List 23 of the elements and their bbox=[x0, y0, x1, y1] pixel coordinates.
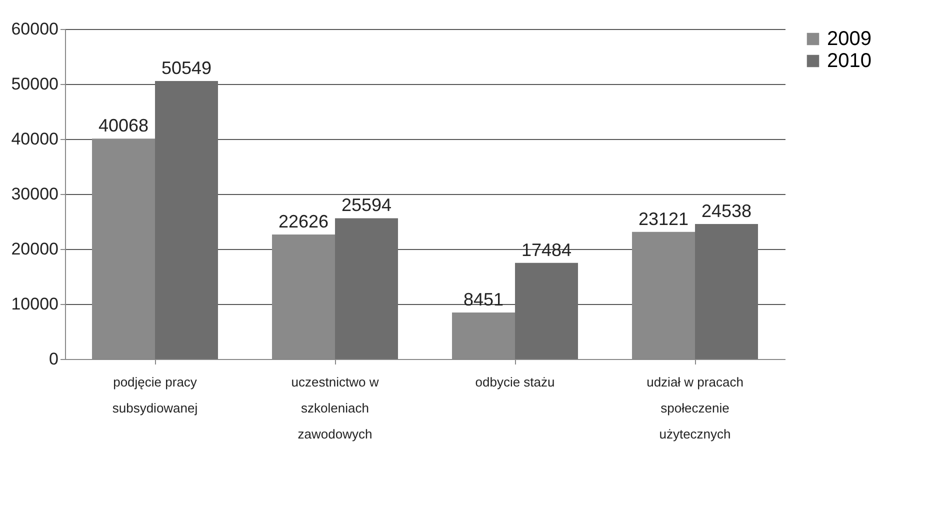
y-tick-label: 40000 bbox=[11, 130, 58, 148]
x-tick-label: udział w pracach społeczenie użytecznych bbox=[646, 374, 744, 442]
x-tick-label: uczestnictwo w szkoleniach zawodowych bbox=[291, 374, 380, 442]
bar bbox=[155, 80, 218, 359]
data-label: 40068 bbox=[98, 116, 149, 136]
y-tick-label: 10000 bbox=[11, 294, 58, 314]
bar bbox=[335, 218, 398, 359]
data-label: 24538 bbox=[701, 201, 752, 222]
data-label: 50549 bbox=[161, 58, 212, 78]
x-tick-label: podjęcie pracy subsydiowanej bbox=[112, 374, 198, 416]
y-tick-label: 30000 bbox=[11, 184, 58, 204]
data-label: 25594 bbox=[341, 195, 392, 216]
y-tick-label: 0 bbox=[49, 350, 58, 368]
data-label: 22626 bbox=[278, 212, 329, 232]
legend-label: 2009 bbox=[827, 28, 872, 50]
data-label: 23121 bbox=[638, 208, 689, 229]
y-tick-label: 50000 bbox=[11, 74, 58, 94]
bar bbox=[515, 262, 578, 359]
bar bbox=[695, 224, 758, 359]
y-tick-label: 60000 bbox=[11, 20, 58, 38]
y-tick-label: 20000 bbox=[11, 240, 58, 258]
x-tick-label: odbycie stażu bbox=[475, 374, 555, 390]
legend-label: 2010 bbox=[827, 50, 872, 72]
